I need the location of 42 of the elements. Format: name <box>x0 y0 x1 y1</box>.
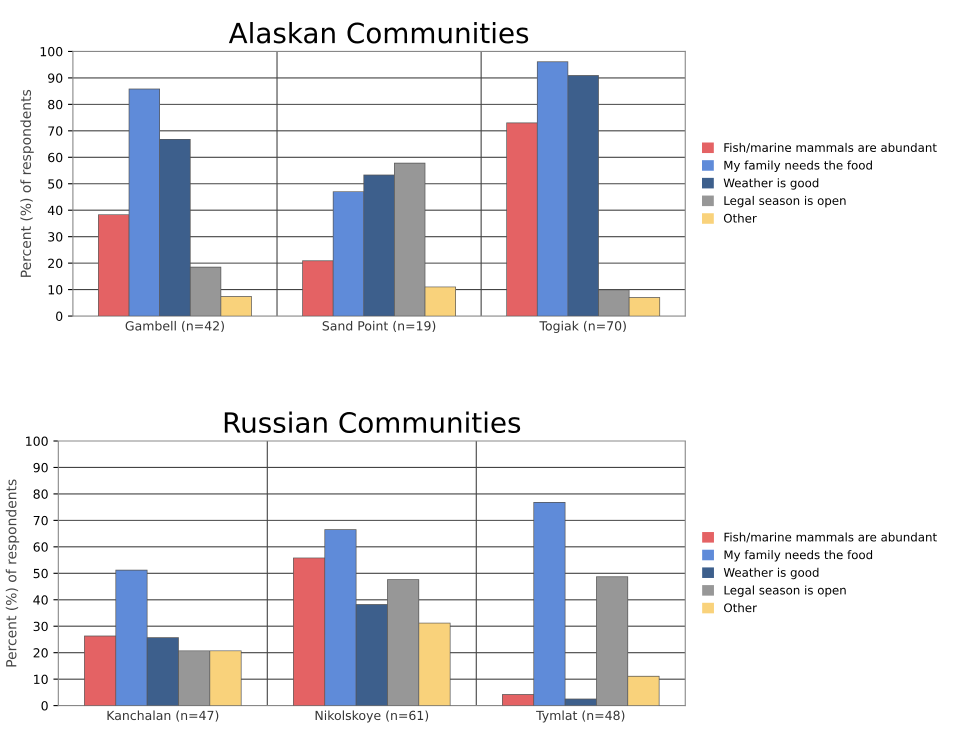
x-tick-label: Nikolskoye (n=61) <box>316 710 428 723</box>
y-tick-label: 50 <box>34 568 48 578</box>
y-axis-title: Percent (%) of respondents <box>20 90 34 277</box>
y-tick-label: 60 <box>48 152 62 162</box>
y-tick-label: 40 <box>48 206 62 216</box>
x-tick-label: Tymlat (n=48) <box>536 710 624 723</box>
chart-title: Alaskan Communities <box>228 22 528 44</box>
y-tick-label: 10 <box>48 285 62 295</box>
y-tick-label: 0 <box>56 312 62 321</box>
y-tick-label: 30 <box>34 622 48 632</box>
legend-label: Fish/marine mammals are abundant <box>724 142 937 153</box>
y-tick-label: 40 <box>33 595 48 605</box>
legend-label: Other <box>724 603 757 612</box>
y-tick-label: 100 <box>26 436 48 446</box>
y-tick-label: 10 <box>34 674 48 684</box>
legend-label: Other <box>724 214 757 223</box>
legend-label: Legal season is open <box>724 196 846 208</box>
y-tick-label: 90 <box>33 462 48 472</box>
legend-label: Fish/marine mammals are abundant <box>724 532 937 542</box>
x-tick-label: Gambell (n=42) <box>126 320 224 332</box>
y-tick-label: 20 <box>48 258 62 268</box>
y-tick-label: 30 <box>48 232 62 242</box>
legend-label: Weather is good <box>724 178 818 190</box>
x-tick-label: Sand Point (n=19) <box>322 320 436 332</box>
y-tick-label: 50 <box>48 179 62 189</box>
y-tick-label: 20 <box>34 648 48 658</box>
chart-title: Russian Communities <box>224 412 520 434</box>
y-tick-label: 70 <box>48 126 62 136</box>
legend-label: My family needs the food <box>724 550 872 562</box>
legend-label: Weather is good <box>724 568 818 580</box>
y-tick-label: 60 <box>34 542 48 552</box>
y-tick-label: 0 <box>41 701 48 711</box>
y-tick-label: 80 <box>34 489 48 499</box>
x-tick-label: Kanchalan (n=47) <box>107 710 218 722</box>
y-tick-label: 80 <box>48 100 62 110</box>
x-tick-label: Togiak (n=70) <box>539 320 626 334</box>
y-tick-label: 90 <box>48 73 62 83</box>
y-tick-label: 70 <box>34 516 48 526</box>
legend-label: My family needs the food <box>724 160 872 172</box>
legend-label: Legal season is open <box>724 585 846 597</box>
y-axis-title: Percent (%) of respondents <box>6 479 20 666</box>
y-tick-label: 100 <box>40 46 62 56</box>
